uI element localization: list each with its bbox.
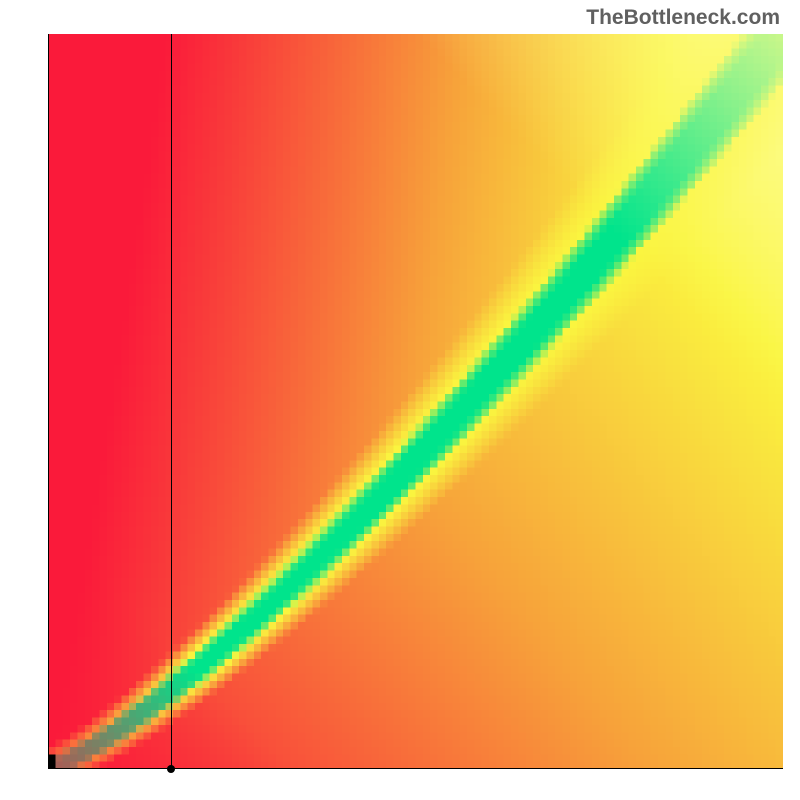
crosshair-marker xyxy=(167,765,175,773)
crosshair-vertical xyxy=(171,34,172,769)
watermark-text: TheBottleneck.com xyxy=(586,6,780,30)
chart-axes xyxy=(48,34,783,769)
